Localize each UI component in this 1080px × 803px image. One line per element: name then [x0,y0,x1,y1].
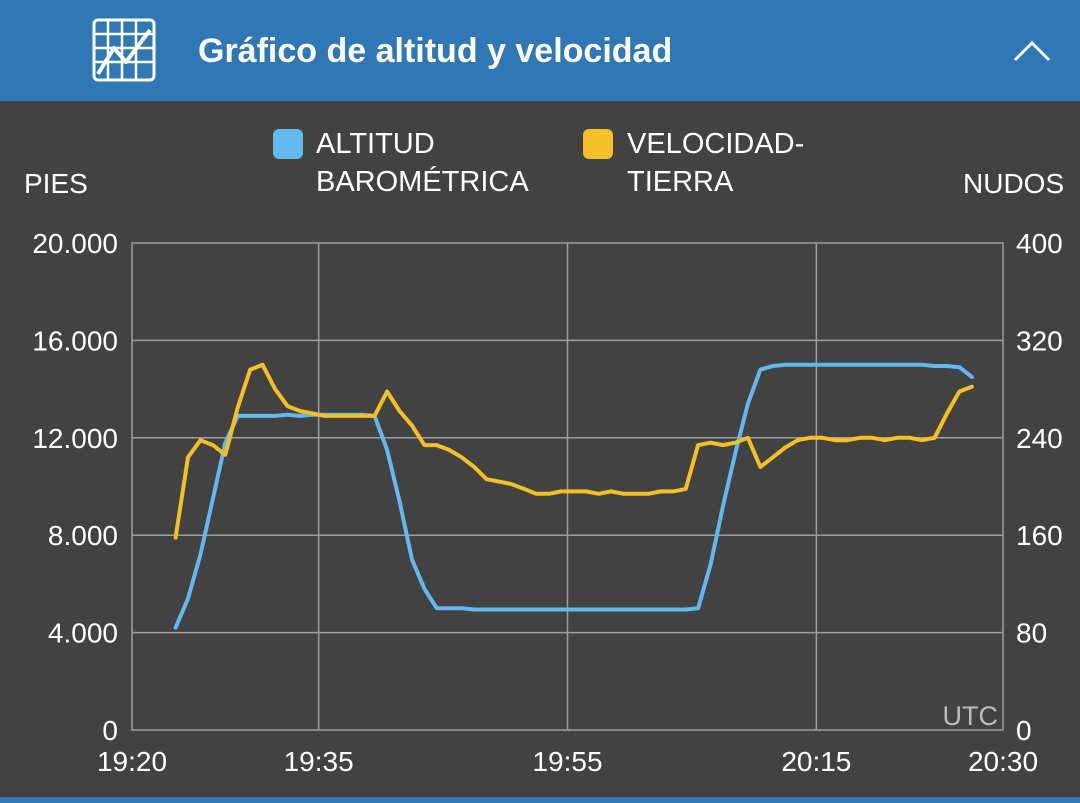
series-line-speed [173,362,974,540]
x-tick-label: 20:30 [968,746,1038,777]
x-tick-label: 19:55 [532,746,602,777]
y-right-axis-title: NUDOS [963,168,1065,199]
legend-label-speed: VELOCIDAD- TIERRA [627,128,805,198]
chart-icon [92,18,156,82]
altitude-speed-chart: 0 4.000 8.000 12.000 16.000 20.000 0 80 160 240 32… [32,228,1063,777]
y-left-tick-label: 12.000 [32,423,118,454]
y-right-tick-label: 160 [1016,520,1063,551]
y-left-tick-label: 8.000 [48,520,118,551]
x-axis-unit-label: UTC [943,701,999,731]
header-bar: Gráfico de altitud y velocidad [0,0,1080,101]
y-left-tick-label: 0 [102,715,118,746]
x-tick-label: 20:15 [781,746,851,777]
page-title: Gráfico de altitud y velocidad [198,32,673,70]
y-right-tick-label: 400 [1016,228,1063,259]
series-line-altitude [173,362,974,630]
y-right-tick-label: 80 [1016,618,1047,649]
y-right-tick-label: 240 [1016,423,1063,454]
x-tick-label: 19:20 [97,746,167,777]
y-right-tick-label: 0 [1016,715,1032,746]
y-left-tick-label: 16.000 [32,325,118,356]
legend-swatch-speed [583,129,613,159]
y-left-tick-label: 20.000 [32,228,118,259]
chevron-up-icon [1013,40,1051,62]
y-left-axis-title: PIES [24,168,88,199]
y-right-tick-label: 320 [1016,325,1063,356]
legend-swatch-altitude [273,129,303,159]
x-tick-label: 19:35 [284,746,354,777]
y-left-tick-label: 4.000 [48,618,118,649]
bottom-bar [0,797,1080,803]
collapse-button[interactable] [1006,28,1058,74]
legend-label-altitude: ALTITUD BAROMÉTRICA [316,128,529,198]
